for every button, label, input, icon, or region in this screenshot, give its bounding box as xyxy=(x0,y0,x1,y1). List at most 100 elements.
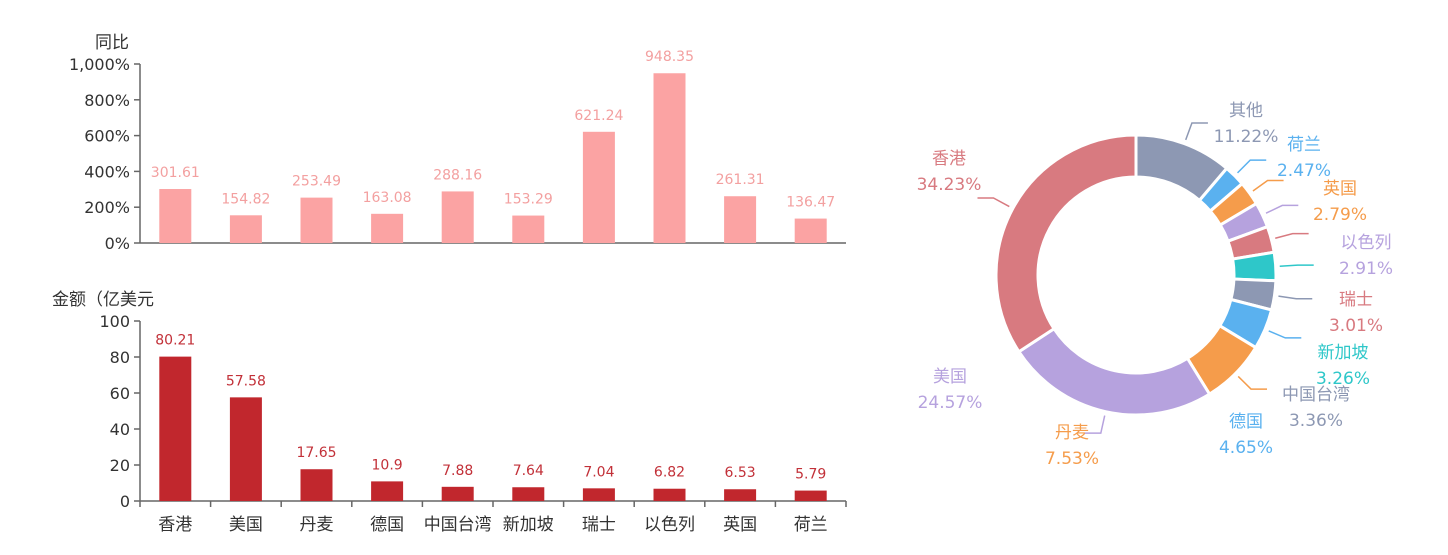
donut-slice-name: 新加坡 xyxy=(1318,343,1369,363)
top-bar-value-label: 163.08 xyxy=(363,190,412,206)
donut-slice-name: 荷兰 xyxy=(1287,135,1321,155)
top-bar-value-label: 154.82 xyxy=(221,191,270,207)
bottom-y-tick-label: 80 xyxy=(110,348,130,367)
donut-slice-percent: 3.26% xyxy=(1316,369,1370,389)
top-bar xyxy=(724,196,757,243)
donut-leader-line xyxy=(1237,159,1267,174)
donut-slice xyxy=(1230,250,1278,283)
donut-slice xyxy=(994,133,1138,354)
donut-leader-line xyxy=(977,197,1010,208)
donut-slice-name: 香港 xyxy=(932,149,966,169)
bottom-bar-value-label: 80.21 xyxy=(155,333,195,349)
donut-slice-name: 瑞士 xyxy=(1339,290,1373,310)
top-y-tick-label: 1,000% xyxy=(69,55,130,74)
top-y-tick-label: 800% xyxy=(84,91,130,110)
bottom-y-tick-label: 0 xyxy=(120,492,130,511)
top-bar-value-label: 948.35 xyxy=(645,49,694,65)
donut-leader-line xyxy=(1279,264,1314,267)
donut-slice-percent: 24.57% xyxy=(918,393,983,413)
donut-slice-percent: 2.79% xyxy=(1313,205,1367,225)
bottom-bar-value-label: 7.88 xyxy=(442,463,473,479)
donut-slice-percent: 7.53% xyxy=(1045,449,1099,469)
donut-leader-line xyxy=(1268,330,1302,339)
donut-slice-name: 德国 xyxy=(1229,412,1263,432)
bottom-bar xyxy=(159,356,192,501)
donut-leader-line xyxy=(1084,415,1106,434)
top-bar-value-label: 153.29 xyxy=(504,192,553,208)
top-bar xyxy=(159,189,192,243)
donut-slice-name: 其他 xyxy=(1229,101,1263,121)
donut-slice-percent: 3.01% xyxy=(1329,316,1383,336)
top-y-tick-label: 0% xyxy=(105,234,130,253)
donut-slice-percent: 2.91% xyxy=(1339,259,1393,279)
top-bar xyxy=(300,197,333,243)
x-category-label: 以色列 xyxy=(644,515,695,535)
bottom-bar-value-label: 6.82 xyxy=(654,465,685,481)
bottom-y-tick-label: 100 xyxy=(99,312,130,331)
top-bar xyxy=(794,218,827,243)
donut-slice-name: 英国 xyxy=(1323,179,1357,199)
donut-slice-percent: 11.22% xyxy=(1214,127,1279,147)
bottom-bar xyxy=(229,397,262,501)
bottom-bar-value-label: 57.58 xyxy=(226,373,266,389)
donut-slice-percent: 3.36% xyxy=(1289,411,1343,431)
bottom-bar xyxy=(441,486,474,501)
bottom-y-axis-title: 金额（亿美元 xyxy=(52,290,154,310)
top-bar xyxy=(371,213,404,243)
x-category-label: 德国 xyxy=(370,515,404,535)
bottom-bar-value-label: 7.64 xyxy=(513,463,544,479)
bottom-bar-value-label: 6.53 xyxy=(725,465,756,481)
donut-leader-line xyxy=(1275,232,1309,239)
x-category-label: 新加坡 xyxy=(503,515,554,535)
x-category-label: 荷兰 xyxy=(794,515,828,535)
bottom-bar-value-label: 5.79 xyxy=(795,467,826,483)
bottom-y-tick-label: 60 xyxy=(110,384,130,403)
top-y-axis-title: 同比 xyxy=(95,33,129,53)
bottom-y-tick-label: 40 xyxy=(110,420,130,439)
bottom-y-tick-label: 20 xyxy=(110,456,130,475)
x-category-label: 香港 xyxy=(158,515,192,535)
donut-slice xyxy=(1016,326,1212,417)
top-bar-value-label: 621.24 xyxy=(574,108,623,124)
top-y-tick-label: 400% xyxy=(84,162,130,181)
top-bar xyxy=(441,191,474,243)
top-bar-value-label: 288.16 xyxy=(433,167,482,183)
bottom-bar xyxy=(653,488,686,501)
donut-slice-percent: 4.65% xyxy=(1219,438,1273,458)
donut-slice-percent: 34.23% xyxy=(917,175,982,195)
top-bar xyxy=(582,131,615,243)
bottom-bar-value-label: 10.9 xyxy=(372,457,403,473)
donut-slice-name: 丹麦 xyxy=(1055,423,1089,443)
top-bar-value-label: 261.31 xyxy=(716,172,765,188)
top-bar xyxy=(512,215,545,243)
x-category-label: 瑞士 xyxy=(582,515,616,535)
top-y-tick-label: 600% xyxy=(84,127,130,146)
x-category-label: 中国台湾 xyxy=(424,515,492,535)
donut-leader-line xyxy=(1237,375,1268,390)
bottom-bar xyxy=(512,487,545,501)
x-category-label: 英国 xyxy=(723,515,757,535)
top-bar-value-label: 301.61 xyxy=(151,165,200,181)
x-category-label: 丹麦 xyxy=(300,515,334,535)
bottom-bar xyxy=(794,490,827,501)
bottom-bar-value-label: 17.65 xyxy=(296,445,336,461)
bottom-bar xyxy=(300,469,333,501)
donut-slice-name: 以色列 xyxy=(1341,233,1392,253)
top-bar xyxy=(653,73,686,243)
bottom-bar xyxy=(371,481,404,501)
donut-slice-name: 美国 xyxy=(933,367,967,387)
donut-leader-line xyxy=(1252,179,1284,192)
x-category-label: 美国 xyxy=(229,515,263,535)
donut-slice-percent: 2.47% xyxy=(1277,161,1331,181)
bottom-bar-value-label: 7.04 xyxy=(583,464,614,480)
donut-leader-line xyxy=(1185,122,1208,141)
top-y-tick-label: 200% xyxy=(84,198,130,217)
top-bar xyxy=(229,215,262,243)
top-bar-value-label: 253.49 xyxy=(292,174,341,190)
bottom-bar xyxy=(724,489,757,501)
donut-leader-line xyxy=(1265,204,1299,214)
donut-leader-line xyxy=(1278,295,1313,300)
bottom-bar xyxy=(582,488,615,501)
